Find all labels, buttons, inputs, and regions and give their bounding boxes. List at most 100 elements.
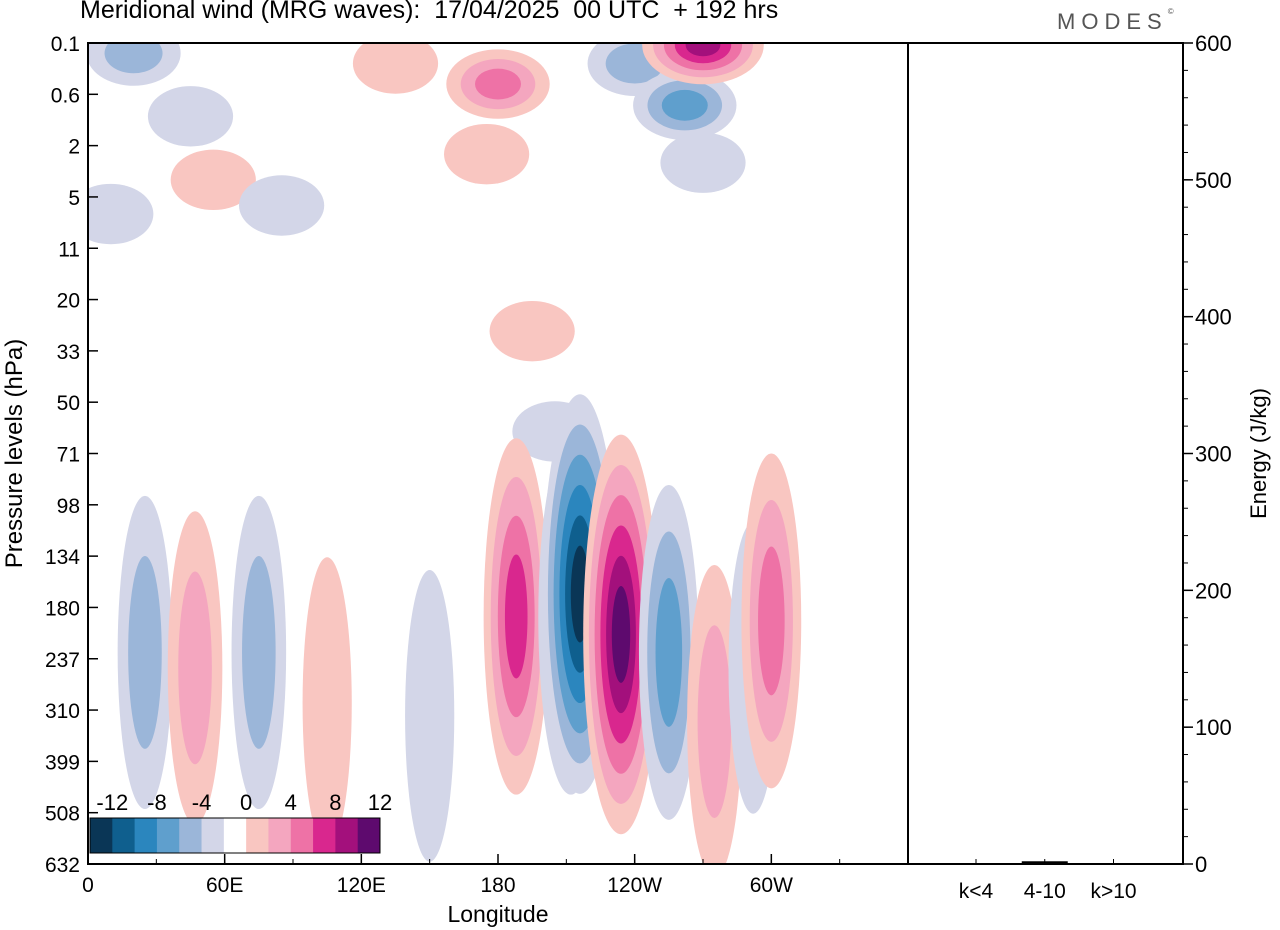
contour-feature <box>88 43 181 86</box>
y-tick-label: 50 <box>57 392 80 415</box>
colorbar-swatch <box>112 818 136 853</box>
brand-logo: MODES© <box>1057 7 1174 35</box>
energy-bar <box>1090 864 1137 865</box>
y-tick-label: 310 <box>45 700 80 723</box>
contour-feature <box>660 132 746 193</box>
colorbar-swatch <box>335 818 359 853</box>
colorbar-swatch <box>313 818 336 853</box>
y-tick-label: 2 <box>68 136 80 159</box>
colorbar-label: -12 <box>96 790 128 815</box>
contour-level <box>239 175 325 236</box>
contour-level <box>475 68 521 100</box>
y-tick-label: 180 <box>45 597 80 620</box>
colorbar: -12 -8 -4 0 4 8 12 <box>89 790 392 854</box>
y-tick-label: 71 <box>57 444 80 467</box>
y-axis-label: Pressure levels (hPa) <box>1 339 28 568</box>
x-tick-label: 0 <box>82 874 94 897</box>
contour-level <box>444 123 530 185</box>
y-tick-label: 98 <box>57 495 80 518</box>
contour-field <box>88 43 802 864</box>
contour-level <box>147 86 234 147</box>
contour-feature <box>489 300 575 362</box>
contour-feature <box>638 485 699 820</box>
y-tick-label: 5 <box>68 187 80 210</box>
energy-bar-panel: 0 100 200 300 400 500 600 Energy (J/kg) k<4 4-10 k… <box>907 31 1271 903</box>
contour-level <box>405 570 455 862</box>
x-tick-label: 60W <box>750 874 793 897</box>
colorbar-label: 4 <box>285 790 297 815</box>
energy-bar <box>953 864 999 865</box>
y-tick-label: 11 <box>58 238 80 261</box>
energy-x-label: k>10 <box>1090 880 1136 903</box>
colorbar-swatch <box>156 818 180 853</box>
colorbar-frame <box>89 817 381 854</box>
y-tick-label: 20 <box>57 290 80 313</box>
contour-feature <box>170 149 256 211</box>
contour-level <box>660 132 746 193</box>
colorbar-label: 12 <box>368 790 392 815</box>
contour-level <box>242 556 276 749</box>
energy-y-tick-label: 400 <box>1195 305 1232 330</box>
colorbar-swatch <box>134 818 158 853</box>
contour-level <box>758 546 785 696</box>
contour-level <box>697 625 732 818</box>
energy-y-tick-label: 600 <box>1195 31 1232 56</box>
contour-level <box>611 586 631 683</box>
colorbar-swatch <box>246 818 269 853</box>
energy-axis-label: Energy (J/kg) <box>1246 388 1271 519</box>
y-tick-label: 237 <box>45 649 80 672</box>
contour-feature <box>88 183 154 245</box>
contour-level <box>104 43 163 74</box>
contour-level <box>88 183 154 245</box>
colorbar-swatch <box>290 818 314 853</box>
contour-level <box>128 556 162 749</box>
colorbar-swatch <box>268 818 292 853</box>
contour-feature <box>302 557 352 849</box>
chart-title: Meridional wind (MRG waves): 17/04/2025 … <box>80 0 779 24</box>
contour-feature <box>687 565 742 864</box>
brand-name: MODES <box>1057 9 1168 34</box>
brand-mark: © <box>1167 7 1174 16</box>
colorbar-swatch <box>357 818 381 853</box>
contour-level <box>661 89 708 121</box>
contour-level <box>178 571 212 765</box>
energy-y-tick-label: 200 <box>1195 578 1232 603</box>
contour-level <box>302 557 352 849</box>
contour-level <box>170 149 256 211</box>
contour-feature <box>231 495 287 810</box>
contour-feature <box>633 70 737 141</box>
y-tick-label: 134 <box>45 546 80 569</box>
contour-feature <box>483 438 549 795</box>
energy-x-label: k<4 <box>959 880 994 903</box>
energy-x-label: 4-10 <box>1024 880 1066 903</box>
heatmap-axes: 0.1 0.6 2 5 11 20 33 50 71 98 134 180 237 310 399 508 63… <box>1 33 909 927</box>
energy-y-tick-label: 300 <box>1195 442 1232 467</box>
x-tick-label: 60E <box>206 874 243 897</box>
contour-level <box>685 43 721 57</box>
y-tick-label: 632 <box>45 854 80 877</box>
contour-feature <box>444 123 530 185</box>
colorbar-label: -8 <box>147 790 167 815</box>
contour-feature <box>352 43 439 94</box>
contour-feature <box>147 86 234 147</box>
x-tick-label: 120W <box>607 874 662 897</box>
contour-level <box>352 43 439 94</box>
y-tick-label: 508 <box>45 803 80 826</box>
colorbar-label: 0 <box>240 790 252 815</box>
y-tick-label: 0.6 <box>51 84 80 107</box>
colorbar-swatch <box>90 818 113 853</box>
x-tick-label: 120E <box>337 874 386 897</box>
contour-feature <box>405 570 455 862</box>
contour-level <box>489 300 575 362</box>
energy-y-tick-label: 0 <box>1195 852 1207 877</box>
energy-frame <box>907 42 1184 865</box>
energy-y-tick-label: 500 <box>1195 168 1232 193</box>
contour-level <box>655 578 683 727</box>
colorbar-swatch <box>223 818 247 853</box>
x-axis-label: Longitude <box>447 901 548 927</box>
y-tick-label: 0.1 <box>51 33 80 56</box>
energy-y-tick-label: 100 <box>1195 715 1232 740</box>
colorbar-label: -4 <box>192 790 212 815</box>
contour-feature <box>583 434 659 835</box>
